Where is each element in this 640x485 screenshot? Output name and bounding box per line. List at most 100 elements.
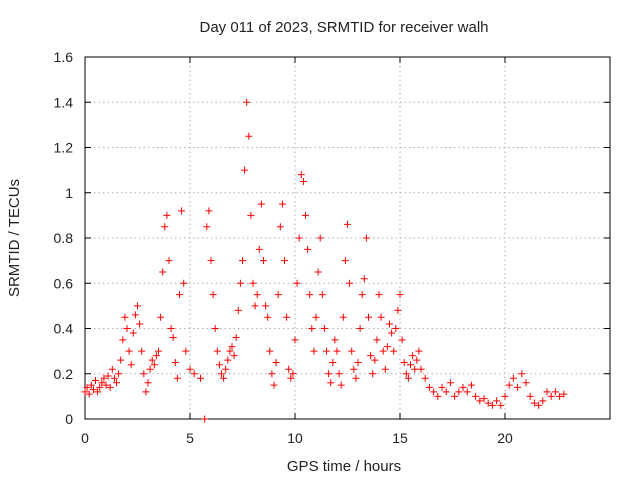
data-point bbox=[129, 329, 137, 337]
data-point bbox=[407, 361, 414, 369]
data-point bbox=[83, 383, 91, 391]
data-point bbox=[278, 200, 286, 208]
data-point bbox=[123, 325, 131, 332]
data-point bbox=[543, 388, 551, 396]
data-point bbox=[243, 98, 251, 106]
data-point bbox=[434, 392, 442, 400]
data-point bbox=[358, 291, 366, 299]
data-point bbox=[155, 347, 162, 355]
data-point bbox=[115, 370, 123, 378]
data-point bbox=[497, 401, 505, 409]
y-tick-label: 1 bbox=[65, 185, 73, 201]
data-points bbox=[81, 98, 568, 423]
x-tick-label: 15 bbox=[392, 430, 408, 446]
data-point bbox=[331, 336, 339, 344]
data-point bbox=[396, 291, 404, 299]
data-point bbox=[402, 370, 410, 378]
x-tick-label: 5 bbox=[186, 430, 194, 446]
data-point bbox=[106, 383, 114, 391]
data-point bbox=[264, 313, 272, 321]
data-point bbox=[209, 291, 217, 299]
data-point bbox=[257, 200, 265, 208]
data-point bbox=[484, 399, 492, 407]
data-point bbox=[467, 381, 475, 389]
data-point bbox=[386, 320, 393, 328]
data-point bbox=[173, 374, 181, 382]
data-point bbox=[89, 386, 97, 394]
data-point bbox=[165, 257, 173, 265]
x-tick-labels: 0 5 10 15 20 bbox=[81, 430, 513, 446]
data-point bbox=[94, 388, 102, 396]
data-point bbox=[253, 291, 261, 299]
data-point bbox=[131, 311, 139, 319]
data-point bbox=[459, 383, 467, 391]
data-point bbox=[249, 279, 257, 287]
data-point bbox=[127, 361, 135, 369]
data-point bbox=[381, 365, 389, 373]
data-point bbox=[207, 257, 215, 265]
data-point bbox=[293, 279, 301, 287]
data-point bbox=[247, 211, 255, 219]
data-point bbox=[463, 388, 471, 396]
data-point bbox=[117, 356, 125, 364]
data-point bbox=[113, 379, 120, 387]
data-point bbox=[266, 347, 274, 355]
data-point bbox=[171, 358, 179, 366]
y-tick-labels: 0 0.2 0.4 0.6 0.8 1 1.2 1.4 1.6 bbox=[54, 49, 74, 427]
data-point bbox=[251, 302, 259, 310]
data-point bbox=[306, 291, 314, 299]
data-point bbox=[312, 313, 320, 321]
data-point bbox=[125, 347, 133, 355]
data-point bbox=[297, 171, 305, 179]
data-point bbox=[556, 392, 564, 400]
data-point bbox=[314, 268, 322, 276]
data-point bbox=[348, 347, 356, 355]
data-point bbox=[446, 379, 454, 387]
data-point bbox=[337, 381, 345, 389]
y-tick-label: 0.2 bbox=[54, 366, 74, 382]
data-point bbox=[430, 388, 438, 396]
data-point bbox=[344, 220, 351, 228]
y-tick-label: 0 bbox=[65, 411, 73, 427]
data-point bbox=[85, 390, 93, 398]
data-point bbox=[81, 388, 89, 396]
data-point bbox=[480, 395, 488, 403]
data-point bbox=[234, 306, 242, 314]
data-point bbox=[333, 347, 341, 355]
data-point bbox=[360, 275, 368, 283]
y-tick-label: 1.2 bbox=[54, 140, 74, 156]
data-point bbox=[400, 358, 408, 366]
data-point bbox=[232, 334, 240, 342]
data-point bbox=[140, 370, 148, 378]
data-point bbox=[169, 334, 177, 342]
data-point bbox=[388, 329, 396, 337]
data-point bbox=[476, 397, 484, 405]
data-point bbox=[87, 381, 95, 389]
data-point bbox=[362, 234, 370, 242]
data-point bbox=[373, 336, 381, 344]
data-point bbox=[218, 370, 225, 378]
data-point bbox=[270, 381, 278, 389]
data-point bbox=[518, 370, 526, 378]
data-point bbox=[390, 347, 398, 355]
data-point bbox=[176, 291, 183, 299]
data-point bbox=[205, 207, 213, 215]
data-point bbox=[121, 313, 129, 321]
data-point bbox=[472, 392, 480, 400]
data-point bbox=[526, 392, 534, 400]
data-point bbox=[260, 257, 267, 265]
data-point bbox=[341, 257, 349, 265]
data-point bbox=[119, 336, 127, 344]
data-point bbox=[346, 279, 354, 287]
data-point bbox=[547, 392, 555, 400]
data-point bbox=[230, 352, 238, 360]
data-point bbox=[222, 365, 230, 373]
data-point bbox=[308, 325, 316, 332]
data-point bbox=[304, 245, 312, 253]
data-point bbox=[398, 336, 406, 344]
data-point bbox=[96, 383, 104, 391]
data-point bbox=[329, 358, 337, 366]
data-point bbox=[354, 358, 362, 366]
data-point bbox=[268, 370, 276, 378]
data-point bbox=[365, 313, 372, 321]
